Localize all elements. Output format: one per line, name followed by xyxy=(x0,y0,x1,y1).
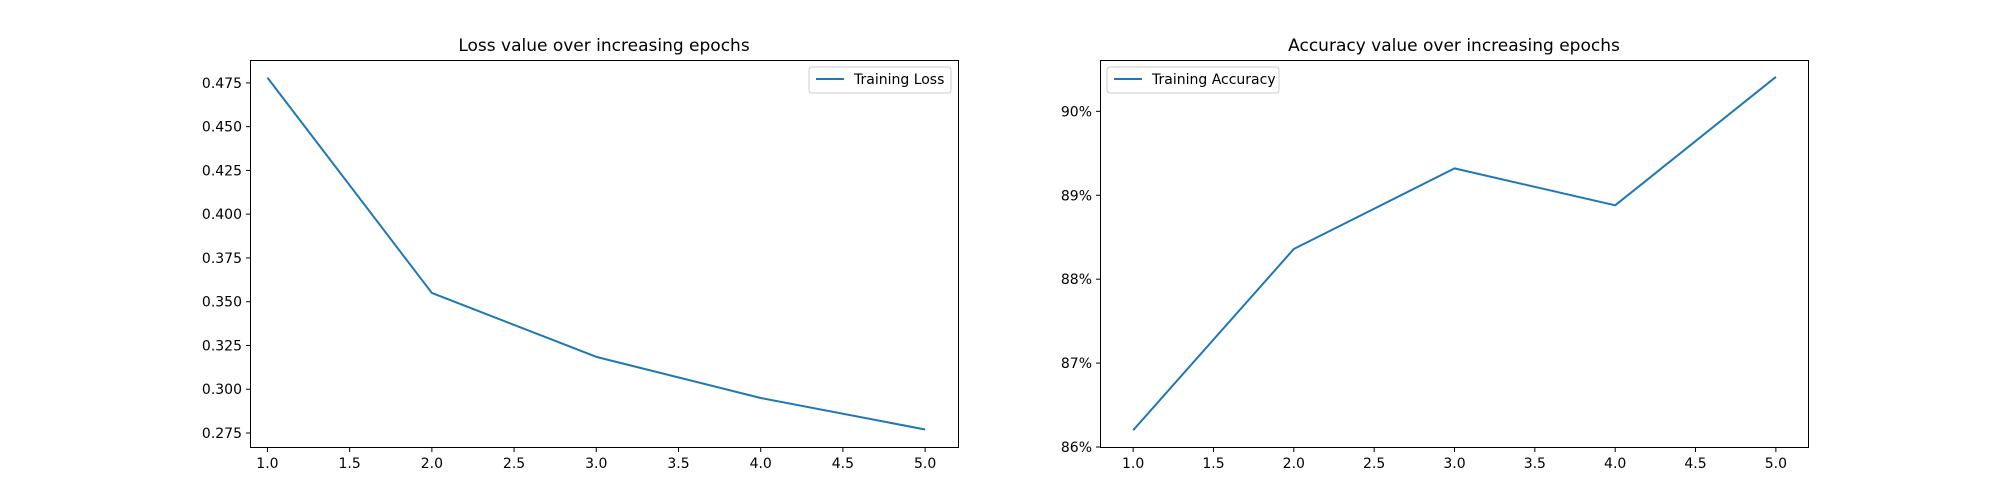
accuracy-x-tick-label: 1.5 xyxy=(1202,456,1224,472)
accuracy-chart-title: Accuracy value over increasing epochs xyxy=(1288,36,1620,56)
loss-x-tick-label: 1.0 xyxy=(256,456,278,472)
loss-y-tick-label: 0.425 xyxy=(202,163,242,179)
loss-x-tick-label: 2.5 xyxy=(503,456,525,472)
loss-x-tick-label: 2.0 xyxy=(421,456,443,472)
loss-x-tick-label: 3.0 xyxy=(585,456,607,472)
loss-y-tick-label: 0.475 xyxy=(202,76,242,92)
accuracy-chart: Accuracy value over increasing epochs 1.… xyxy=(1061,36,1809,472)
loss-series-line xyxy=(266,77,926,431)
loss-x-tick-label: 4.5 xyxy=(832,456,854,472)
loss-chart: Loss value over increasing epochs 1.0 1.5… xyxy=(202,36,959,472)
loss-x-tick-label: 3.5 xyxy=(667,456,689,472)
loss-chart-frame xyxy=(250,60,959,448)
accuracy-y-tick-label: 87% xyxy=(1061,356,1092,372)
loss-y-tick-label: 0.275 xyxy=(202,426,242,442)
loss-y-tick-label: 0.300 xyxy=(202,382,242,398)
accuracy-chart-ticks: 1.0 1.5 2.0 2.5 3.0 3.5 4.0 4.5 5.0 86% 87% 88% 89% 9… xyxy=(1061,104,1787,472)
accuracy-x-tick-label: 4.0 xyxy=(1604,456,1626,472)
accuracy-chart-legend: Training Accuracy xyxy=(1106,66,1280,94)
loss-y-tick-label: 0.350 xyxy=(202,295,242,311)
legend-entry-training-loss: Training Loss xyxy=(853,72,944,88)
legend-entry-training-accuracy: Training Accuracy xyxy=(1151,72,1276,88)
accuracy-x-tick-label: 5.0 xyxy=(1765,456,1787,472)
accuracy-y-tick-label: 90% xyxy=(1061,104,1092,120)
loss-chart-title: Loss value over increasing epochs xyxy=(458,36,750,56)
accuracy-x-tick-label: 2.5 xyxy=(1363,456,1385,472)
legend-box xyxy=(1106,66,1280,94)
accuracy-x-tick-label: 4.5 xyxy=(1684,456,1706,472)
accuracy-y-tick-label: 86% xyxy=(1061,440,1092,456)
loss-x-tick-label: 4.0 xyxy=(750,456,772,472)
accuracy-x-tick-label: 3.5 xyxy=(1524,456,1546,472)
accuracy-chart-frame xyxy=(1100,60,1809,448)
accuracy-x-tick-label: 3.0 xyxy=(1443,456,1465,472)
loss-x-tick-label: 5.0 xyxy=(914,456,936,472)
loss-y-tick-label: 0.375 xyxy=(202,251,242,267)
loss-y-tick-label: 0.400 xyxy=(202,207,242,223)
accuracy-x-tick-label: 1.0 xyxy=(1122,456,1144,472)
loss-x-tick-label: 1.5 xyxy=(339,456,361,472)
accuracy-chart-lines xyxy=(1132,76,1777,431)
loss-chart-ticks: 1.0 1.5 2.0 2.5 3.0 3.5 4.0 4.5 5.0 0.275 0.300 0.3… xyxy=(202,76,936,472)
accuracy-y-tick-label: 88% xyxy=(1061,272,1092,288)
loss-chart-legend: Training Loss xyxy=(808,66,952,94)
loss-y-tick-label: 0.325 xyxy=(202,338,242,354)
accuracy-series-line xyxy=(1132,76,1777,431)
accuracy-y-tick-label: 89% xyxy=(1061,188,1092,204)
loss-y-tick-label: 0.450 xyxy=(202,120,242,136)
accuracy-x-tick-label: 2.0 xyxy=(1283,456,1305,472)
legend-box xyxy=(808,66,952,94)
loss-chart-lines xyxy=(266,77,926,431)
